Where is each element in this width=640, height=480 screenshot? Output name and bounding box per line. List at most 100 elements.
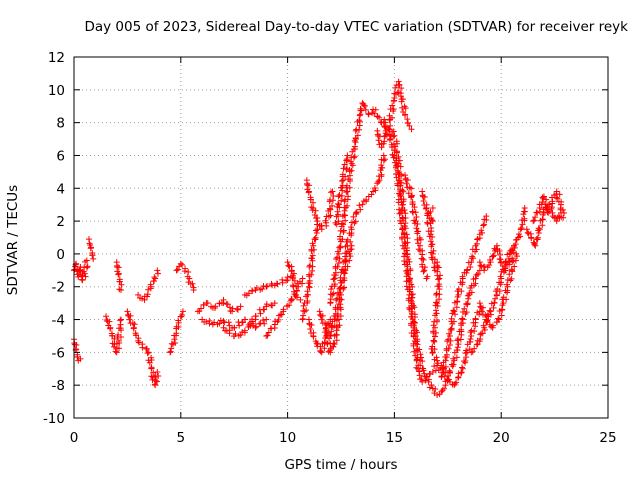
data-point xyxy=(481,216,488,223)
data-point xyxy=(179,261,186,268)
data-point xyxy=(331,341,338,348)
x-tick-label: 25 xyxy=(599,430,616,446)
data-point xyxy=(395,199,402,206)
y-tick-label: -10 xyxy=(43,411,65,427)
data-point xyxy=(329,291,336,298)
data-point xyxy=(411,330,418,337)
data-point xyxy=(263,316,270,323)
data-point xyxy=(391,90,398,97)
series-track-19 xyxy=(327,78,415,307)
data-point xyxy=(252,324,259,331)
data-point xyxy=(543,196,550,203)
data-point xyxy=(313,340,320,347)
data-point xyxy=(249,288,256,295)
y-tick-label: 8 xyxy=(56,116,65,132)
data-point xyxy=(451,308,458,315)
data-point xyxy=(459,365,466,372)
data-point xyxy=(126,316,133,323)
data-point xyxy=(257,310,264,317)
y-tick-label: 12 xyxy=(48,50,65,66)
series-track-13 xyxy=(241,270,298,299)
data-point xyxy=(500,294,507,301)
data-point xyxy=(508,248,515,255)
data-point xyxy=(154,267,161,274)
data-point xyxy=(109,332,116,339)
data-point xyxy=(478,308,485,315)
chart-title: Day 005 of 2023, Sidereal Day-to-day VTE… xyxy=(84,19,628,35)
plot-frame xyxy=(73,56,609,419)
data-point xyxy=(361,102,368,109)
data-point xyxy=(480,311,487,318)
data-point xyxy=(332,219,339,226)
data-point xyxy=(391,147,398,154)
data-point xyxy=(87,245,94,252)
data-point xyxy=(494,248,501,255)
data-point xyxy=(357,206,364,213)
data-point xyxy=(439,364,446,371)
series-track-27 xyxy=(428,259,445,369)
data-point xyxy=(428,345,435,352)
data-point xyxy=(317,311,324,318)
data-point xyxy=(429,256,436,263)
data-point xyxy=(429,204,436,211)
data-point xyxy=(497,259,504,266)
data-point xyxy=(354,132,361,139)
data-point xyxy=(463,347,470,354)
data-point xyxy=(403,273,410,280)
data-point xyxy=(334,254,341,261)
data-point xyxy=(106,318,113,325)
data-point xyxy=(413,357,420,364)
y-tick-label: 4 xyxy=(56,181,65,197)
data-point xyxy=(341,284,348,291)
data-point xyxy=(528,235,535,242)
data-point xyxy=(297,296,304,303)
data-point xyxy=(280,306,287,313)
data-point xyxy=(458,369,465,376)
data-point xyxy=(419,255,426,262)
data-point xyxy=(434,392,441,399)
data-point xyxy=(247,322,254,329)
data-point xyxy=(494,286,501,293)
data-point xyxy=(285,262,292,269)
data-point xyxy=(439,387,446,394)
data-point xyxy=(432,386,439,393)
data-point xyxy=(424,220,431,227)
y-tick-label: -8 xyxy=(52,378,65,394)
data-point xyxy=(399,214,406,221)
data-point xyxy=(419,358,426,365)
data-point xyxy=(402,105,409,112)
data-point xyxy=(417,247,424,254)
data-point xyxy=(253,323,260,330)
data-point xyxy=(330,192,337,199)
data-point xyxy=(190,287,197,294)
data-point xyxy=(229,308,236,315)
data-point xyxy=(428,217,435,224)
data-point xyxy=(535,225,542,232)
data-point xyxy=(472,275,479,282)
data-point xyxy=(344,188,351,195)
data-point xyxy=(429,369,436,376)
data-point xyxy=(393,155,400,162)
data-point xyxy=(117,287,124,294)
data-point xyxy=(337,285,344,292)
data-point xyxy=(346,250,353,257)
data-point xyxy=(416,372,423,379)
data-point xyxy=(328,202,335,209)
data-point xyxy=(347,246,354,253)
data-point xyxy=(187,280,194,287)
data-point xyxy=(79,277,86,284)
data-point xyxy=(397,163,404,170)
data-point xyxy=(466,338,473,345)
data-point xyxy=(173,267,180,274)
data-point xyxy=(306,271,313,278)
data-point xyxy=(431,333,438,340)
data-point xyxy=(408,194,415,201)
data-point xyxy=(480,222,487,229)
data-point xyxy=(350,213,357,220)
series-track-12 xyxy=(220,300,278,340)
data-point xyxy=(436,275,443,282)
data-point xyxy=(404,253,411,260)
data-point xyxy=(386,112,393,119)
data-point xyxy=(309,207,316,214)
data-point xyxy=(405,190,412,197)
